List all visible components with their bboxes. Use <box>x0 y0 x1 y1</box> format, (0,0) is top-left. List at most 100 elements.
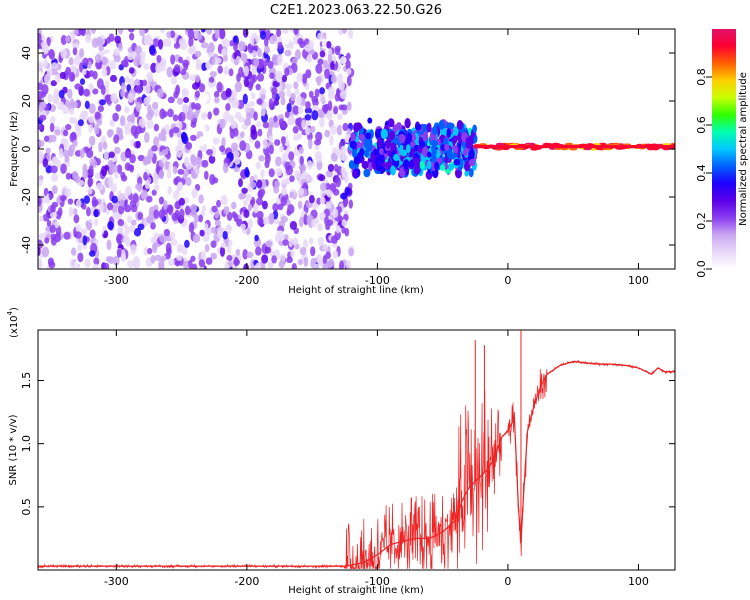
snr-panel: -300 -200 -100 0 100 0.5 1.0 1.5 Height of str… <box>6 307 676 596</box>
heatmap-cell <box>372 148 379 156</box>
heatmap-cell <box>208 155 216 164</box>
heatmap-cell <box>160 29 165 34</box>
heatmap-cell <box>239 140 247 151</box>
heatmap-cell <box>225 103 231 112</box>
heatmap-cell <box>114 146 121 155</box>
heatmap-cell <box>349 140 357 149</box>
heatmap-cell <box>109 119 115 127</box>
heatmap-cell <box>139 29 146 37</box>
heatmap-cell <box>272 203 279 212</box>
heatmap-cell <box>110 164 118 173</box>
heatmap-cell <box>58 148 64 159</box>
heatmap-cell <box>251 74 258 83</box>
heatmap-cell <box>346 101 352 111</box>
heatmap-cell <box>194 90 201 98</box>
heatmap-cell <box>278 260 285 269</box>
heatmap-cell <box>453 126 459 137</box>
heatmap-cell <box>74 231 82 239</box>
heatmap-cell <box>301 73 308 84</box>
heatmap-cell <box>96 182 104 191</box>
colorbar: 0.0 0.2 0.4 0.6 0.8 Normalized spectral ampl… <box>695 29 749 278</box>
heatmap-cell <box>249 36 255 46</box>
heatmap-cell <box>269 212 275 220</box>
heatmap-cell <box>315 131 323 142</box>
heatmap-cell <box>315 155 323 163</box>
heatmap-cell <box>327 86 335 96</box>
heatmap-cell <box>190 209 198 218</box>
heatmap-cell <box>337 165 343 176</box>
heatmap-cell <box>327 163 335 172</box>
heatmap-cell <box>183 96 190 104</box>
heatmap-cell <box>114 35 122 44</box>
heatmap-cell <box>285 83 293 91</box>
heatmap-cell <box>247 218 253 229</box>
heatmap-cell <box>319 87 326 95</box>
heatmap-cell <box>68 71 76 82</box>
heatmap-cell <box>156 88 164 98</box>
heatmap-cell <box>324 129 331 138</box>
heatmap-cell <box>336 113 343 120</box>
heatmap-cell <box>243 199 248 207</box>
heatmap-cell <box>198 83 206 93</box>
heatmap-cell <box>565 142 573 146</box>
colorbar-tick-label: 0.8 <box>695 68 708 86</box>
heatmap-cell <box>96 36 103 46</box>
heatmap-cell <box>185 141 193 150</box>
heatmap-cell <box>64 154 70 163</box>
heatmap-cell <box>195 63 202 71</box>
heatmap-cell <box>259 30 267 40</box>
heatmap-cell <box>275 156 282 167</box>
heatmap-cell <box>207 111 212 120</box>
heatmap-cell <box>89 69 94 78</box>
heatmap-cell <box>198 194 204 204</box>
heatmap-cell <box>233 258 240 266</box>
heatmap-cell <box>39 215 44 222</box>
heatmap-cell <box>228 68 234 77</box>
heatmap-cell <box>277 55 283 66</box>
heatmap-cell <box>342 122 349 132</box>
heatmap-cell <box>334 149 343 157</box>
heatmap-cell <box>251 92 256 100</box>
heatmap-cell <box>274 139 281 146</box>
heatmap-cell <box>88 115 95 124</box>
heatmap-cell <box>253 44 259 52</box>
heatmap-cell <box>181 103 189 114</box>
colorbar-tick-label: 0.6 <box>695 116 708 134</box>
heatmap-cell <box>273 121 280 129</box>
heatmap-cell <box>49 122 55 133</box>
x-tick-label: 100 <box>628 575 649 588</box>
heatmap-cell <box>216 229 223 239</box>
heatmap-cell <box>319 211 326 221</box>
heatmap-cell <box>297 258 303 266</box>
heatmap-cell <box>109 74 118 83</box>
heatmap-cell <box>92 263 100 269</box>
heatmap-cell <box>255 197 264 206</box>
heatmap-cell <box>242 249 249 260</box>
heatmap-cell <box>257 48 262 58</box>
heatmap-cell <box>146 111 153 121</box>
heatmap-cell <box>68 57 74 66</box>
heatmap-cell <box>289 175 295 183</box>
heatmap-cell <box>63 231 71 240</box>
heatmap-cell <box>84 34 92 44</box>
heatmap-cell <box>107 128 114 137</box>
heatmap-cell <box>301 170 307 180</box>
heatmap-cell <box>163 228 171 237</box>
heatmap-cell <box>121 249 126 260</box>
heatmap-cell <box>456 119 464 131</box>
heatmap-cell <box>82 163 88 173</box>
heatmap-cell <box>73 214 80 224</box>
heatmap-cell <box>60 48 67 59</box>
heatmap-cell <box>92 88 99 95</box>
heatmap-cell <box>42 158 49 168</box>
heatmap-cell <box>393 153 400 162</box>
heatmap-cell <box>48 261 56 269</box>
heatmap-cell <box>255 83 261 91</box>
heatmap-cell <box>244 169 250 178</box>
heatmap-cell <box>125 185 132 196</box>
heatmap-cell <box>135 140 141 149</box>
heatmap-cell <box>363 168 371 178</box>
heatmap-cell <box>336 124 343 136</box>
heatmap-cell <box>255 35 260 43</box>
heatmap-cell <box>120 174 128 182</box>
